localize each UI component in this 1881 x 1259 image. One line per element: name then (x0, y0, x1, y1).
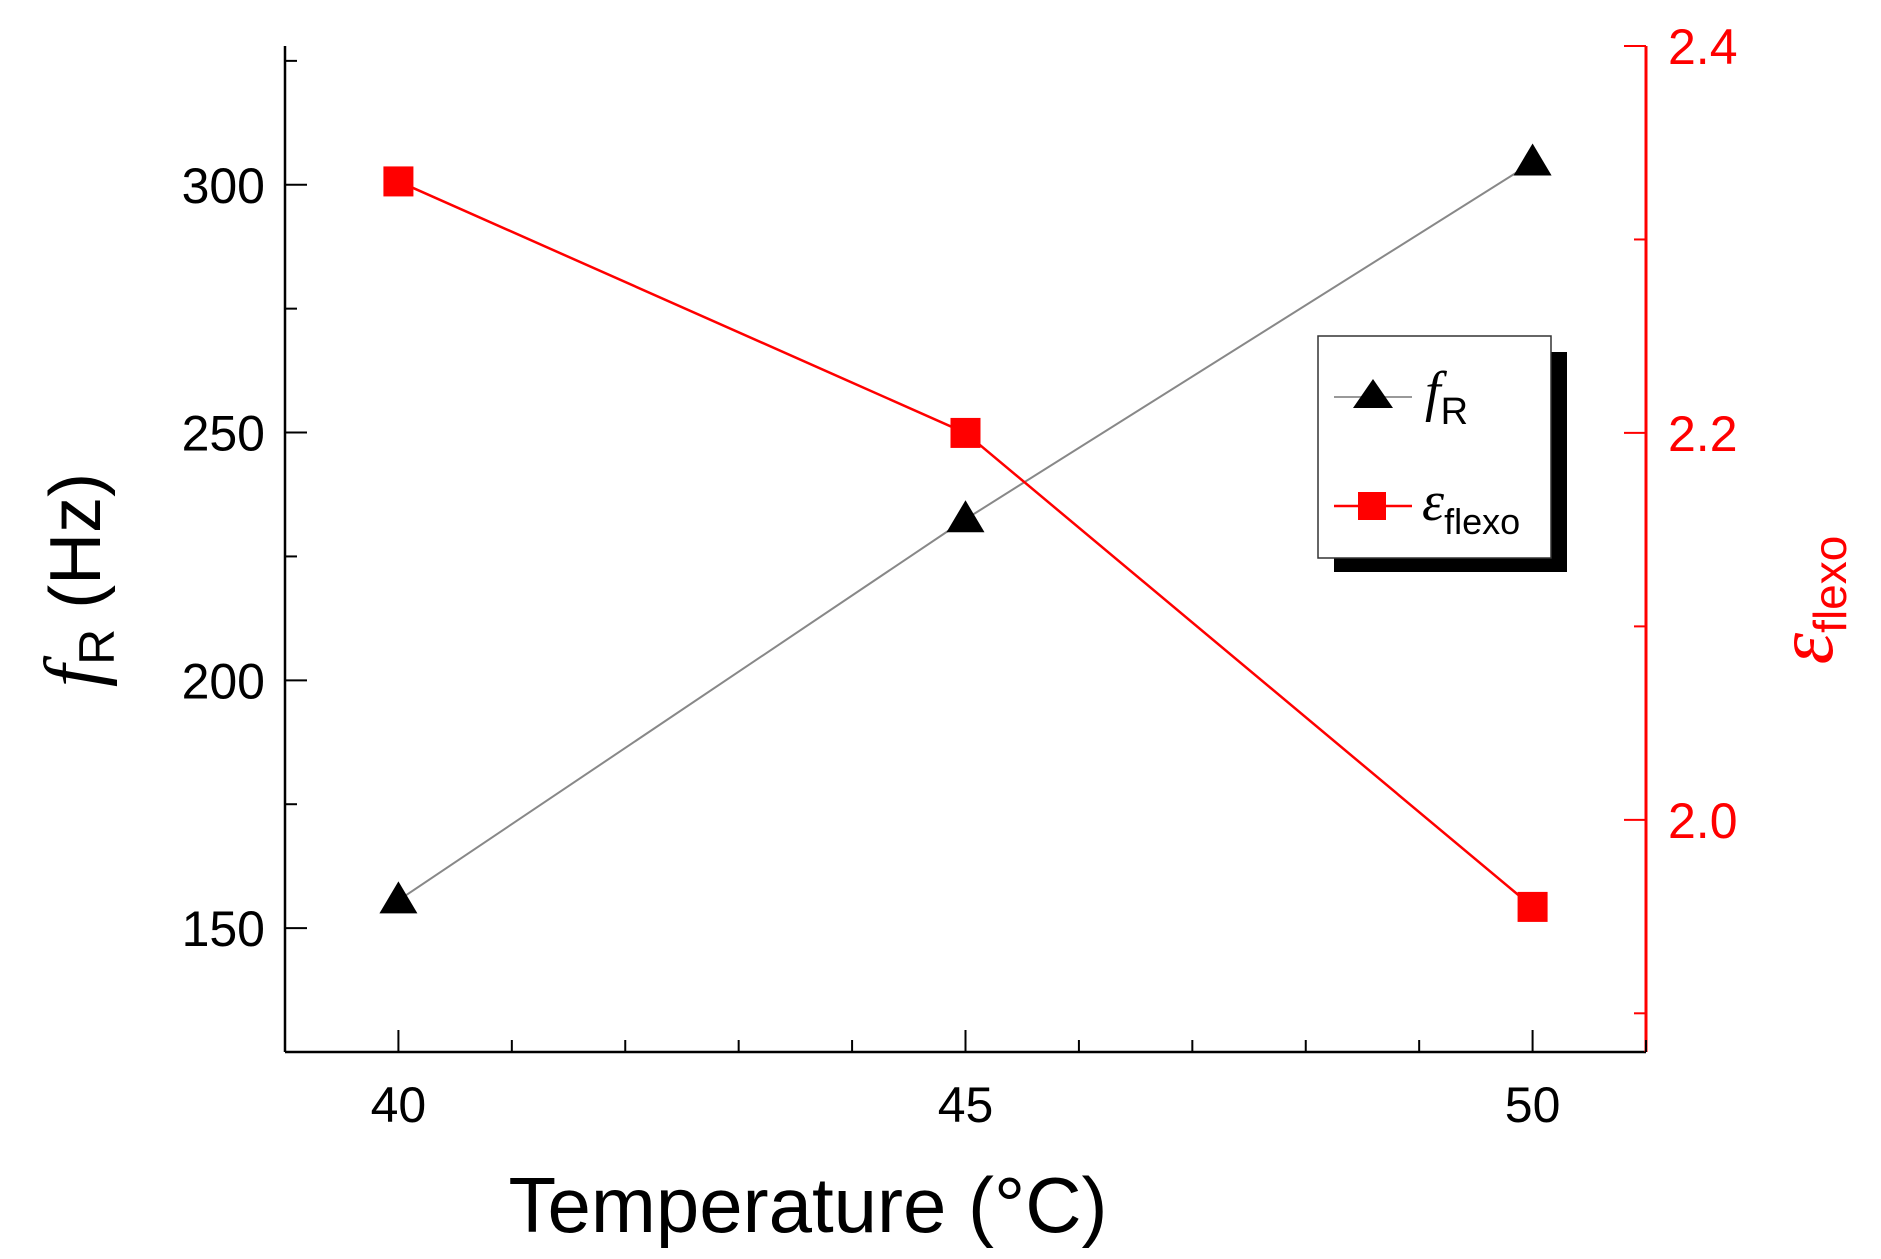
x-axis-title: Temperature (°C) (508, 1161, 1107, 1249)
y2-axis-title-main: ε (1762, 632, 1850, 664)
y2-axis-title-sub: flexo (1804, 536, 1856, 633)
data-point-f (1513, 143, 1552, 176)
x-tick-label: 45 (938, 1077, 994, 1133)
legend-marker-square (1358, 492, 1386, 520)
data-point-eps (950, 417, 981, 448)
y-axis-title: fR (Hz) (30, 473, 125, 687)
x-tick-label: 50 (1505, 1077, 1561, 1133)
data-markers (379, 143, 1552, 922)
data-point-f (379, 881, 418, 914)
legend: fR εflexo (1317, 335, 1567, 572)
y2-axis-title: εflexo (1762, 536, 1856, 665)
data-point-eps (383, 166, 414, 197)
y-axis-title-unit: (Hz) (36, 473, 116, 629)
legend-label-eps-sub: flexo (1444, 501, 1520, 542)
x-tick-label: 40 (371, 1077, 427, 1133)
y-axis-title-sub: R (69, 629, 125, 665)
y2-tick-label: 2.2 (1668, 406, 1738, 462)
legend-marker-triangle (1353, 379, 1393, 408)
ticks: 40 45 50 150 200 250 300 2.0 2.2 2.4 (182, 19, 1738, 1133)
y-tick-label: 200 (182, 653, 265, 709)
y-tick-label: 250 (182, 406, 265, 462)
data-point-f (946, 500, 985, 533)
y2-tick-label: 2.0 (1668, 793, 1738, 849)
legend-label-eps: εflexo (1422, 471, 1520, 542)
y-tick-label: 300 (182, 158, 265, 214)
y2-tick-label: 2.4 (1668, 19, 1738, 75)
legend-label-f-sub: R (1441, 391, 1468, 433)
legend-label-eps-main: ε (1422, 471, 1445, 533)
legend-box (1317, 335, 1552, 559)
y-tick-label: 150 (182, 901, 265, 957)
data-point-eps (1517, 891, 1548, 922)
legend-label-f: fR (1425, 361, 1468, 433)
